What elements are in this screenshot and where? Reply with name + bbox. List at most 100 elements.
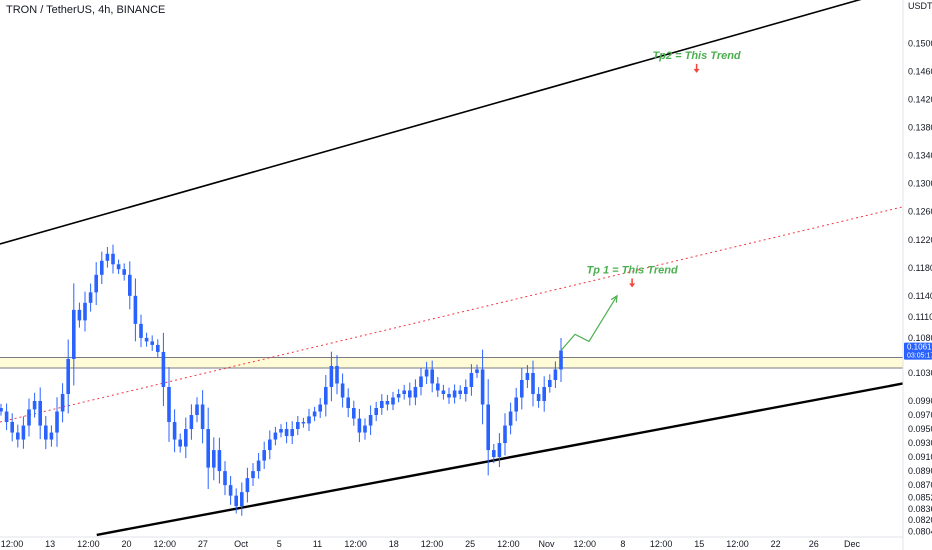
candle-body	[357, 418, 362, 433]
price-tick-label: 0.11800	[908, 263, 932, 273]
price-tick-label: 0.09700	[908, 410, 932, 420]
candle-body	[475, 369, 479, 373]
candle-body	[430, 369, 434, 384]
candle-body	[44, 425, 48, 440]
candle-body	[77, 309, 82, 321]
candle-body	[329, 365, 334, 387]
time-tick-label: 12:00	[153, 539, 176, 549]
annotation-label: Tp2 = This Trend	[653, 50, 741, 62]
candle-body	[144, 337, 149, 342]
candle-body	[38, 400, 42, 426]
price-axis[interactable]: USDT 0.15000 0.14600 0.14200 0.13800 0.13400 0…	[902, 0, 932, 550]
price-tick-label: 0.08520	[908, 493, 932, 503]
time-tick-label: 18	[389, 539, 399, 549]
candle-body	[492, 450, 496, 458]
candle-body	[122, 269, 126, 275]
time-tick-label: 12:00	[421, 539, 444, 549]
time-tick-label: 12:00	[497, 539, 520, 549]
candle-body	[88, 292, 93, 303]
candle-body	[150, 341, 154, 345]
price-tick-label: 0.09500	[908, 424, 932, 434]
time-tick-label: Nov	[539, 539, 556, 549]
candle-body	[318, 404, 322, 412]
trend-lines	[0, 0, 904, 537]
time-tick-label: 12:00	[77, 539, 100, 549]
candle-body	[469, 372, 474, 387]
candle-body	[94, 274, 98, 293]
candle-body	[385, 400, 390, 405]
candle-body	[16, 432, 20, 440]
candle-body	[0, 408, 3, 412]
candle-body	[536, 393, 541, 401]
candle-body	[335, 365, 339, 384]
time-tick-label: 12:00	[573, 539, 596, 549]
candle-body	[290, 429, 294, 437]
time-tick-label: Dec	[844, 539, 861, 549]
price-tick-label: 0.08360	[908, 504, 932, 514]
candle-body	[172, 422, 177, 440]
price-axis-bg	[903, 0, 932, 550]
candle-body	[553, 369, 558, 380]
time-tick-label: 20	[122, 539, 132, 549]
countdown-label: 03:05:17	[907, 353, 932, 360]
candle-body	[4, 411, 9, 423]
candle-body	[27, 409, 31, 426]
candle-body	[324, 386, 328, 405]
candle-body	[279, 429, 283, 433]
price-tick-label: 0.08900	[908, 466, 932, 476]
candle-body	[441, 390, 446, 394]
time-tick-label: 12:00	[650, 539, 673, 549]
candle-body	[133, 295, 138, 324]
candle-body	[380, 400, 384, 409]
candle-body	[312, 411, 317, 417]
candle-body	[503, 425, 507, 444]
candle-body	[452, 390, 457, 398]
time-axis[interactable]: 12:00 13 12:00 20 12:00 27 Oct 5 11 12:00 18 12:00 2…	[0, 536, 903, 549]
support-resistance-zone	[0, 357, 903, 369]
candle-body	[559, 350, 563, 370]
candle-body	[352, 408, 356, 419]
time-tick-label: 5	[277, 539, 282, 549]
current-price-tag	[904, 342, 932, 360]
candle-body	[105, 253, 110, 261]
candle-body	[251, 471, 255, 479]
candle-body	[284, 429, 289, 437]
candle-body	[178, 439, 182, 447]
candle-body	[49, 432, 54, 440]
candle-body	[464, 386, 468, 394]
price-tick-label: 0.09100	[908, 452, 932, 462]
candle-body	[542, 386, 546, 401]
annotation-arrowhead-icon	[629, 283, 636, 288]
candle-body	[128, 274, 132, 296]
price-tick-label: 0.09300	[908, 438, 932, 448]
candle-body	[206, 429, 210, 468]
candle-body	[419, 376, 423, 387]
time-tick-label: 11	[313, 539, 322, 549]
candle-body	[363, 425, 367, 433]
candle-body	[268, 439, 272, 451]
candle-body	[525, 372, 530, 380]
price-tick-label: 0.14600	[908, 67, 932, 77]
candle-body	[184, 429, 188, 447]
time-tick-label: 15	[694, 539, 704, 549]
candle-body	[189, 415, 194, 430]
price-tick-label: 0.15000	[908, 38, 932, 48]
candle-body	[436, 383, 440, 391]
candle-body	[368, 415, 373, 426]
projection-arrowhead	[610, 294, 618, 303]
candle-body	[32, 400, 37, 410]
candle-body	[212, 450, 216, 468]
candle-body	[234, 495, 238, 507]
candle-body	[531, 372, 535, 394]
candle-body	[374, 408, 378, 416]
price-tick-label: 0.13800	[908, 123, 932, 133]
time-tick-label: 26	[809, 539, 819, 549]
candle-body	[223, 471, 227, 486]
candle-body	[486, 404, 490, 451]
candle-body	[402, 390, 406, 394]
price-tick-label: 0.14200	[908, 95, 932, 105]
candle-body	[100, 260, 104, 275]
price-tick-label: 0.10300	[908, 368, 932, 378]
